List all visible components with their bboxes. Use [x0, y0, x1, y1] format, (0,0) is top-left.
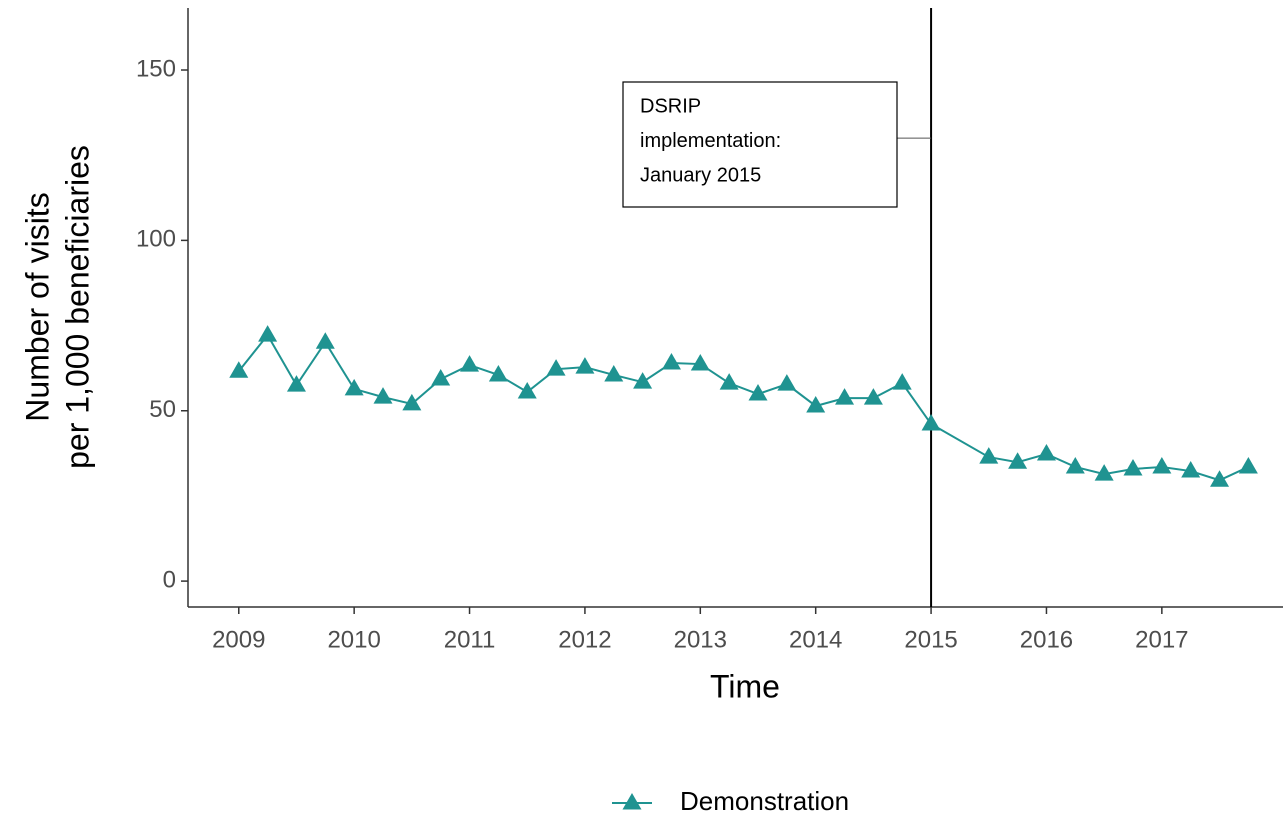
- marker: [575, 357, 595, 374]
- marker: [286, 375, 306, 392]
- marker: [633, 372, 653, 389]
- y-tick-label: 150: [136, 55, 176, 82]
- marker: [892, 373, 912, 390]
- marker: [921, 414, 941, 431]
- x-tick-label: 2017: [1135, 626, 1188, 653]
- marker: [863, 388, 883, 405]
- marker: [373, 387, 393, 404]
- x-tick-label: 2012: [558, 626, 611, 653]
- marker: [1238, 456, 1258, 474]
- annotation-text: DSRIP: [640, 95, 701, 117]
- x-tick-label: 2015: [904, 626, 957, 653]
- x-axis-title: Time: [710, 668, 780, 704]
- series-line: [237, 333, 1249, 482]
- marker: [1181, 461, 1201, 478]
- annotation-box: [622, 81, 898, 208]
- marker: [806, 395, 826, 413]
- marker: [604, 364, 624, 382]
- marker: [488, 364, 508, 382]
- marker: [777, 374, 797, 391]
- marker: [661, 353, 681, 370]
- x-tick-label: 2013: [674, 626, 727, 653]
- marker: [431, 369, 451, 386]
- annotation-text: January 2015: [640, 164, 761, 186]
- marker: [315, 332, 335, 349]
- marker: [517, 382, 537, 399]
- marker: [1036, 444, 1056, 461]
- marker: [258, 325, 278, 342]
- annotation-text: implementation:: [640, 130, 781, 152]
- x-tick-label: 2010: [327, 626, 380, 653]
- x-tick-label: 2009: [212, 626, 265, 653]
- marker: [402, 393, 422, 411]
- y-tick-label: 50: [149, 396, 176, 423]
- marker: [835, 388, 855, 405]
- marker: [690, 354, 710, 371]
- marker: [546, 359, 566, 376]
- marker: [1210, 470, 1230, 487]
- x-tick-label: 2011: [444, 626, 496, 653]
- y-axis-title: Number of visits: [19, 192, 55, 421]
- legend-marker: [622, 793, 642, 810]
- x-tick-label: 2014: [789, 626, 842, 653]
- marker: [460, 355, 480, 372]
- y-axis-title: per 1,000 beneficiaries: [59, 145, 95, 469]
- marker: [344, 378, 364, 396]
- marker: [719, 373, 739, 390]
- marker: [1123, 459, 1143, 476]
- marker: [748, 384, 768, 401]
- x-tick-label: 2016: [1020, 626, 1073, 653]
- legend-label: Demonstration: [680, 786, 849, 816]
- marker: [1008, 452, 1028, 469]
- marker: [229, 361, 249, 378]
- marker: [1152, 456, 1172, 474]
- y-tick-label: 100: [136, 226, 176, 253]
- y-tick-label: 0: [163, 566, 176, 593]
- marker: [1094, 464, 1114, 481]
- marker: [979, 447, 999, 464]
- marker: [1065, 456, 1085, 474]
